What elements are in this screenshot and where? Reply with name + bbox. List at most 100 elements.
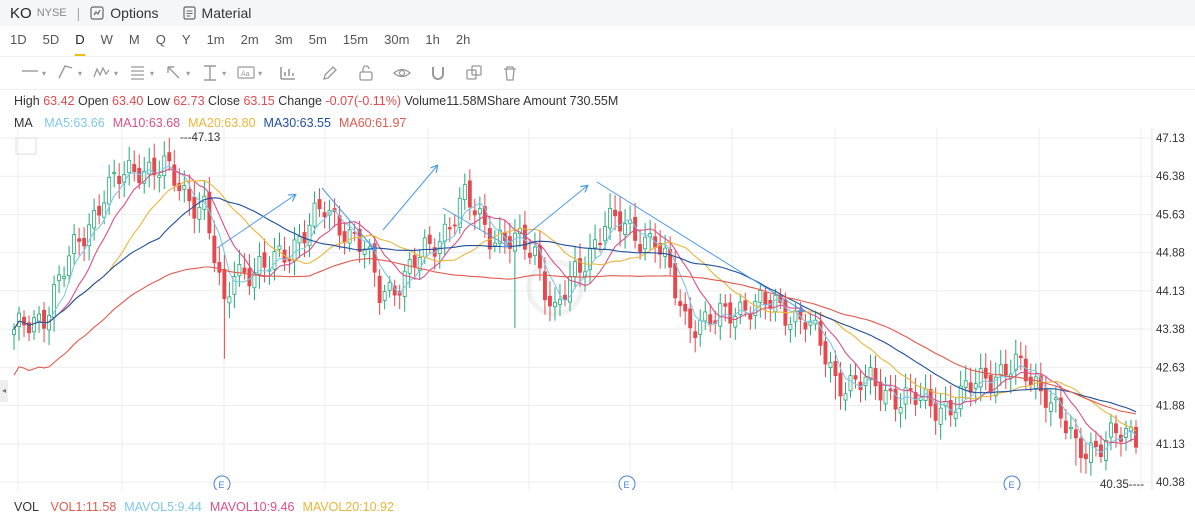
text-tool-icon[interactable]: Aa ▾ [236, 63, 262, 83]
collapse-arrow-icon[interactable]: ◂ [0, 380, 8, 402]
candle-body[interactable] [723, 303, 728, 307]
candle-body[interactable] [527, 252, 532, 258]
period-y[interactable]: Y [181, 32, 191, 47]
candle-body[interactable] [62, 275, 67, 279]
candle-body[interactable] [1088, 442, 1093, 463]
candle-body[interactable] [152, 157, 157, 176]
candle-body[interactable] [553, 301, 557, 308]
candle-body[interactable] [788, 323, 793, 330]
candle-body[interactable] [127, 159, 132, 174]
candle-body[interactable] [222, 268, 227, 300]
candle-body[interactable] [968, 382, 973, 393]
candle-body[interactable] [803, 322, 808, 330]
trend-arrow[interactable] [216, 195, 295, 249]
trend-arrow[interactable] [382, 166, 437, 231]
candle-body[interactable] [1134, 426, 1138, 448]
candle-body[interactable] [833, 361, 838, 377]
candle-body[interactable] [262, 252, 267, 268]
candle-body[interactable] [618, 211, 623, 232]
candle-body[interactable] [362, 248, 367, 255]
trend-arrow[interactable] [596, 181, 803, 311]
candle-body[interactable] [898, 407, 903, 414]
period-w[interactable]: W [100, 32, 113, 47]
eye-icon[interactable] [392, 63, 412, 83]
candle-body[interactable] [212, 235, 217, 264]
candle-body[interactable] [1038, 375, 1043, 392]
candle-body[interactable] [743, 300, 748, 311]
ma-title[interactable]: MA [14, 116, 33, 130]
period-3m[interactable]: 3m [274, 32, 293, 47]
period-5m[interactable]: 5m [308, 32, 327, 47]
candle-body[interactable] [112, 172, 117, 175]
candle-body[interactable] [738, 301, 743, 315]
candle-body[interactable] [27, 322, 31, 334]
candle-body[interactable] [1053, 397, 1058, 401]
candle-body[interactable] [307, 224, 312, 246]
candle-body[interactable] [427, 234, 432, 244]
candle-body[interactable] [142, 170, 147, 184]
period-1m[interactable]: 1m [206, 32, 225, 47]
lock-icon[interactable] [356, 63, 376, 83]
candle-body[interactable] [1058, 397, 1063, 419]
candle-body[interactable] [322, 212, 327, 217]
candle-body[interactable] [457, 197, 462, 228]
candle-body[interactable] [447, 227, 452, 230]
candle-body[interactable] [477, 208, 482, 215]
candle-body[interactable] [953, 412, 958, 420]
clone-icon[interactable] [464, 63, 484, 83]
candle-body[interactable] [843, 393, 848, 401]
candle-body[interactable] [573, 261, 577, 277]
pattern-tool-icon[interactable]: ▾ [92, 63, 118, 83]
candle-body[interactable] [82, 238, 87, 247]
candle-body[interactable] [848, 375, 853, 392]
candle-body[interactable] [257, 256, 262, 275]
candle-body[interactable] [272, 251, 277, 270]
candle-body[interactable] [512, 232, 517, 252]
options-button[interactable]: Options [90, 5, 159, 21]
candle-body[interactable] [548, 295, 552, 307]
candle-body[interactable] [532, 246, 537, 257]
candle-body[interactable] [202, 195, 207, 211]
candle-body[interactable] [1103, 440, 1108, 461]
candle-body[interactable] [317, 199, 322, 210]
candle-body[interactable] [718, 302, 723, 327]
candle-body[interactable] [1078, 438, 1083, 459]
candle-body[interactable] [1093, 440, 1098, 447]
candlestick-chart[interactable]: 47.13 46.38 45.63 44.88 44.13 43.38 42.63 41.88… [0, 128, 1195, 490]
candle-body[interactable] [773, 294, 778, 312]
candle-body[interactable] [973, 383, 978, 389]
trend-arrow[interactable] [321, 187, 375, 250]
expand-icon[interactable] [15, 137, 37, 155]
symbol[interactable]: KO [10, 4, 32, 22]
candle-body[interactable] [467, 180, 472, 208]
candle-body[interactable] [87, 224, 92, 247]
trend-arrow[interactable] [442, 207, 508, 246]
candle-body[interactable] [462, 184, 467, 201]
candle-body[interactable] [883, 389, 888, 405]
candle-body[interactable] [1013, 353, 1018, 371]
candle-body[interactable] [162, 155, 167, 177]
candle-body[interactable] [402, 270, 407, 297]
earnings-event-marker[interactable] [213, 475, 231, 490]
candle-body[interactable] [828, 361, 833, 368]
candle-body[interactable] [728, 302, 733, 324]
candle-body[interactable] [147, 161, 152, 175]
candle-body[interactable] [733, 316, 738, 328]
candle-body[interactable] [638, 244, 643, 253]
candle-body[interactable] [97, 205, 102, 216]
candle-body[interactable] [988, 374, 993, 393]
candle-body[interactable] [1083, 453, 1088, 460]
candle-body[interactable] [1114, 423, 1118, 434]
candle-body[interactable] [32, 317, 36, 333]
candle-body[interactable] [347, 229, 352, 244]
candle-body[interactable] [873, 368, 878, 387]
candle-body[interactable] [187, 188, 192, 202]
candle-body[interactable] [132, 163, 137, 173]
earnings-event-marker[interactable] [618, 475, 636, 490]
candle-body[interactable] [377, 275, 382, 304]
candle-body[interactable] [227, 296, 232, 304]
trash-icon[interactable] [500, 63, 520, 83]
pencil-icon[interactable] [320, 63, 340, 83]
candle-body[interactable] [808, 321, 813, 326]
candle-body[interactable] [703, 311, 708, 322]
